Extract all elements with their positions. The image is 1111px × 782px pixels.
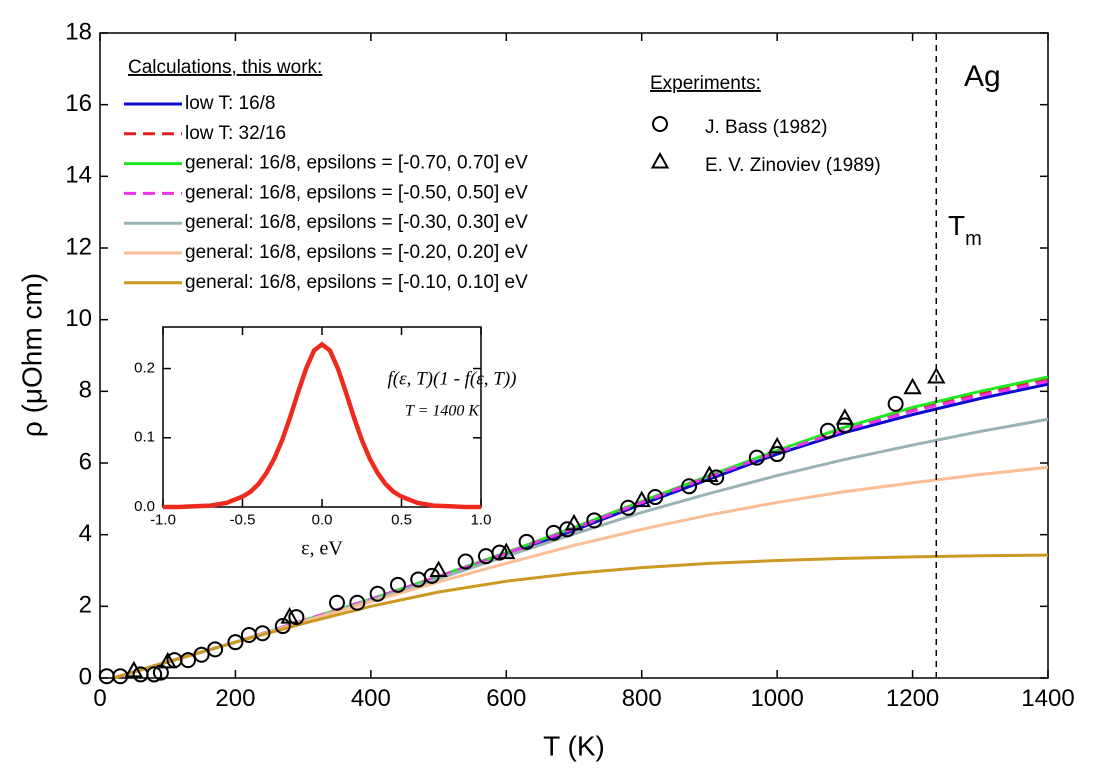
data-point — [887, 395, 904, 412]
y-tick-label: 0 — [79, 663, 92, 690]
inset-x-label: ε, eV — [301, 538, 343, 560]
data-point — [146, 666, 163, 683]
legend-label: J. Bass (1982) — [705, 117, 828, 138]
data-point — [207, 641, 224, 658]
plot-area — [163, 341, 481, 510]
legend-label: E. V. Zinoviev (1989) — [705, 155, 881, 176]
x-tick-label: 1400 — [1021, 685, 1074, 712]
data-point — [708, 469, 725, 486]
legend-marker — [650, 151, 670, 169]
data-point — [748, 449, 765, 466]
legend-title: Experiments: — [650, 73, 761, 94]
legend-label: general: 16/8, epsilons = [-0.20, 0.20] … — [185, 242, 528, 263]
x-tick-label: 200 — [215, 685, 255, 712]
data-point — [158, 651, 177, 669]
y-tick-label: 4 — [79, 520, 92, 547]
x-tick-label: 400 — [351, 685, 391, 712]
y-tick-label: 8 — [79, 377, 92, 404]
y-tick-label: 16 — [65, 90, 92, 117]
x-tick-label: 0.0 — [312, 511, 333, 528]
data-point — [518, 533, 535, 550]
data-point — [429, 560, 448, 577]
x-tick-label: 1.0 — [471, 511, 492, 528]
data-point — [288, 609, 305, 626]
legend-label: general: 16/8, epsilons = [-0.30, 0.30] … — [185, 212, 528, 233]
data-point — [491, 544, 508, 561]
legend-marker — [652, 116, 668, 132]
data-point — [369, 585, 386, 602]
data-point — [564, 513, 584, 531]
data-point — [254, 625, 271, 642]
legend-label: low T: 32/16 — [185, 123, 286, 144]
data-point — [389, 576, 406, 593]
data-point — [835, 408, 855, 425]
y-tick-label: 6 — [79, 448, 92, 475]
legend-label: general: 16/8, epsilons = [-0.10, 0.10] … — [185, 272, 528, 293]
inset-condition: T = 1400 K — [405, 403, 480, 420]
y-tick-label: 12 — [65, 233, 92, 260]
data-point — [927, 366, 946, 384]
data-point — [700, 465, 719, 483]
data-point — [180, 652, 197, 669]
melting-label-sub: m — [965, 228, 982, 250]
data-point — [227, 634, 244, 651]
line-series — [163, 341, 481, 510]
x-tick-label: 0.5 — [391, 511, 412, 528]
y-tick-label: 14 — [65, 162, 92, 189]
data-point — [632, 490, 651, 508]
y-tick-label: 10 — [65, 305, 92, 332]
legend-title: Calculations, this work: — [128, 57, 322, 78]
x-tick-label: 1000 — [750, 685, 803, 712]
data-point — [620, 499, 637, 516]
y-tick-label: 2 — [79, 592, 92, 619]
x-tick-label: 0 — [93, 685, 106, 712]
melting-label-main: T — [948, 210, 965, 241]
legend-label: low T: 16/8 — [185, 93, 275, 114]
data-point — [767, 436, 787, 454]
y-tick-label: 0.1 — [134, 429, 155, 446]
legend-label: general: 16/8, epsilons = [-0.70, 0.70] … — [185, 153, 528, 174]
y-tick-label: 0.0 — [134, 498, 155, 515]
data-point — [349, 594, 366, 611]
data-point — [457, 553, 474, 570]
x-tick-label: -0.5 — [230, 511, 256, 528]
legend-label: general: 16/8, epsilons = [-0.50, 0.50] … — [185, 182, 528, 203]
element-label: Ag — [964, 60, 1001, 93]
data-point — [586, 512, 603, 529]
data-point — [769, 446, 786, 463]
data-point — [497, 542, 516, 560]
y-tick-label: 18 — [65, 18, 92, 45]
data-point — [280, 607, 299, 624]
y-axis-label: ρ (μOhm cm) — [16, 273, 47, 437]
data-point — [819, 422, 836, 439]
x-tick-label: 1200 — [886, 685, 939, 712]
plot-area — [98, 366, 1049, 685]
data-point — [647, 489, 664, 506]
x-tick-label: 800 — [622, 685, 662, 712]
data-point — [903, 377, 922, 395]
data-point — [274, 618, 291, 635]
data-point — [193, 646, 210, 663]
data-point — [329, 594, 345, 611]
x-tick-label: 600 — [486, 685, 526, 712]
data-point — [681, 478, 698, 495]
x-tick-label: -1.0 — [150, 511, 176, 528]
data-point — [124, 660, 144, 678]
melting-label: Tm — [948, 210, 982, 250]
x-axis-label: T (K) — [543, 730, 605, 761]
data-point — [836, 417, 853, 434]
y-tick-label: 0.2 — [134, 360, 155, 377]
line-series — [113, 553, 1049, 680]
inset-formula: f(ε, T)(1 - f(ε, T)) — [388, 368, 517, 389]
